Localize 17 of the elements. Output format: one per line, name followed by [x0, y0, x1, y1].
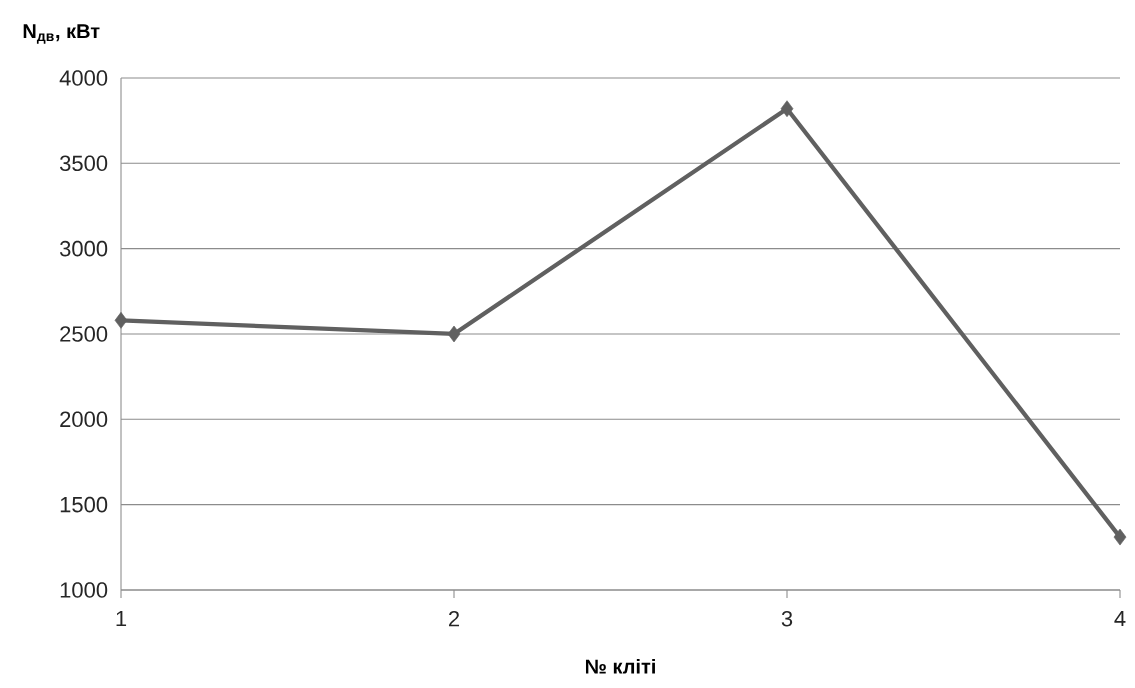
point	[114, 311, 128, 329]
y-tick-label: 3500	[59, 155, 108, 172]
point	[447, 325, 461, 343]
y-tick-label: 4000	[59, 70, 108, 86]
x-tick-label: 1	[116, 610, 127, 627]
y-tick-label: 1000	[60, 582, 108, 598]
point	[780, 100, 794, 118]
y-tick-label: 2500	[60, 326, 108, 342]
y-tick-label: 2000	[60, 411, 108, 428]
y-tick-label: 1500	[60, 496, 108, 513]
x-tick-label: 3	[781, 610, 793, 627]
y-axis-title: N$_{дв}$, кВт	[23, 24, 100, 44]
x-tick-label: 4	[1114, 610, 1126, 627]
point	[1113, 528, 1127, 546]
y-tick-label: 3000	[59, 240, 108, 257]
x-axis-title: № кліті	[585, 658, 655, 674]
x-tick-label: 2	[449, 610, 460, 627]
